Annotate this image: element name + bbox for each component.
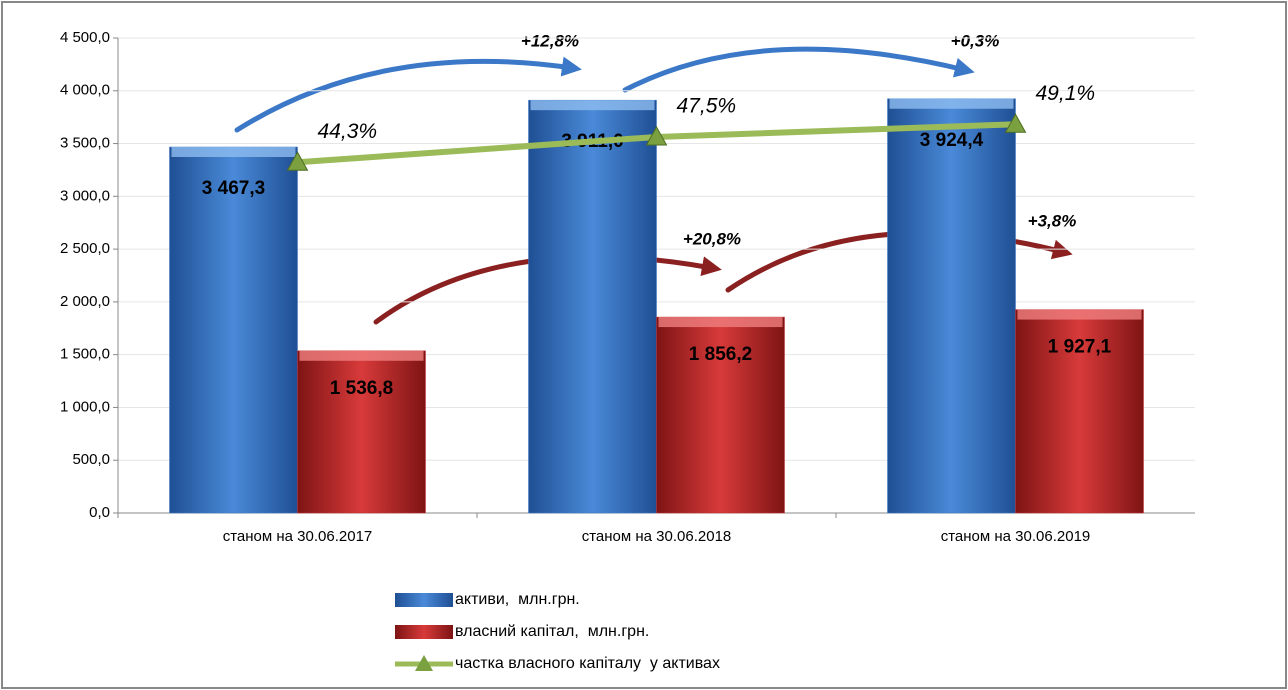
data-label: 44,3% [318,120,378,143]
marker [286,151,309,171]
y-tick-label: 3 000,0 [60,187,110,204]
y-tick-label: 2 000,0 [60,293,110,310]
legend-label: частка власного капіталу у активах [455,655,720,672]
data-label: 3 924,4 [920,130,984,151]
bar-cap [171,147,296,158]
legend-swatch [395,625,453,639]
bar [528,99,657,514]
bar-cap [530,100,655,111]
bar-cap [889,98,1014,109]
annotation: +12,8% [521,31,579,50]
legend-marker [415,655,433,671]
data-label: 1 856,2 [689,344,752,365]
bar [297,350,426,514]
bar [1015,309,1144,514]
legend-label: власний капітал, млн.грн. [455,623,649,640]
bar-cap [299,350,424,361]
y-tick-label: 3 500,0 [60,135,110,152]
bar [656,316,785,514]
data-label: 3 467,3 [202,178,265,199]
data-label: 1 536,8 [330,378,393,399]
annotation: +3,8% [1028,211,1077,230]
y-tick-label: 4 500,0 [60,29,110,46]
bar-cap [658,317,783,328]
data-label: 1 927,1 [1048,337,1112,358]
y-tick-label: 500,0 [72,451,110,468]
x-tick-label: станом на 30.06.2019 [941,528,1091,545]
y-tick-label: 2 500,0 [60,240,110,257]
annotation: +0,3% [951,31,1000,50]
legend-label: активи, млн.грн. [455,591,580,608]
marker [1004,113,1027,133]
y-tick-label: 4 000,0 [60,82,110,99]
bar [887,98,1016,514]
bar [169,146,298,514]
data-label: 49,1% [1036,82,1096,105]
x-tick-label: станом на 30.06.2017 [223,528,373,545]
y-tick-label: 1 000,0 [60,398,110,415]
annotation: +20,8% [683,229,741,248]
data-label: 47,5% [677,95,737,118]
legend-swatch [395,593,453,607]
y-tick-label: 1 500,0 [60,346,110,363]
bar-cap [1017,309,1142,320]
marker [645,125,668,146]
x-tick-label: станом на 30.06.2018 [582,528,732,545]
y-tick-label: 0,0 [89,504,110,521]
